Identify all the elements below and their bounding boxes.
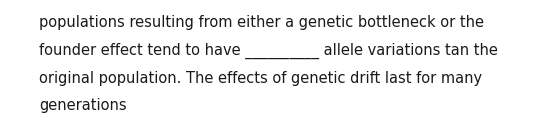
Text: founder effect tend to have __________ allele variations tan the: founder effect tend to have __________ a… xyxy=(39,43,498,59)
Text: populations resulting from either a genetic bottleneck or the: populations resulting from either a gene… xyxy=(39,15,484,30)
Text: generations: generations xyxy=(39,98,127,113)
Text: original population. The effects of genetic drift last for many: original population. The effects of gene… xyxy=(39,71,482,86)
